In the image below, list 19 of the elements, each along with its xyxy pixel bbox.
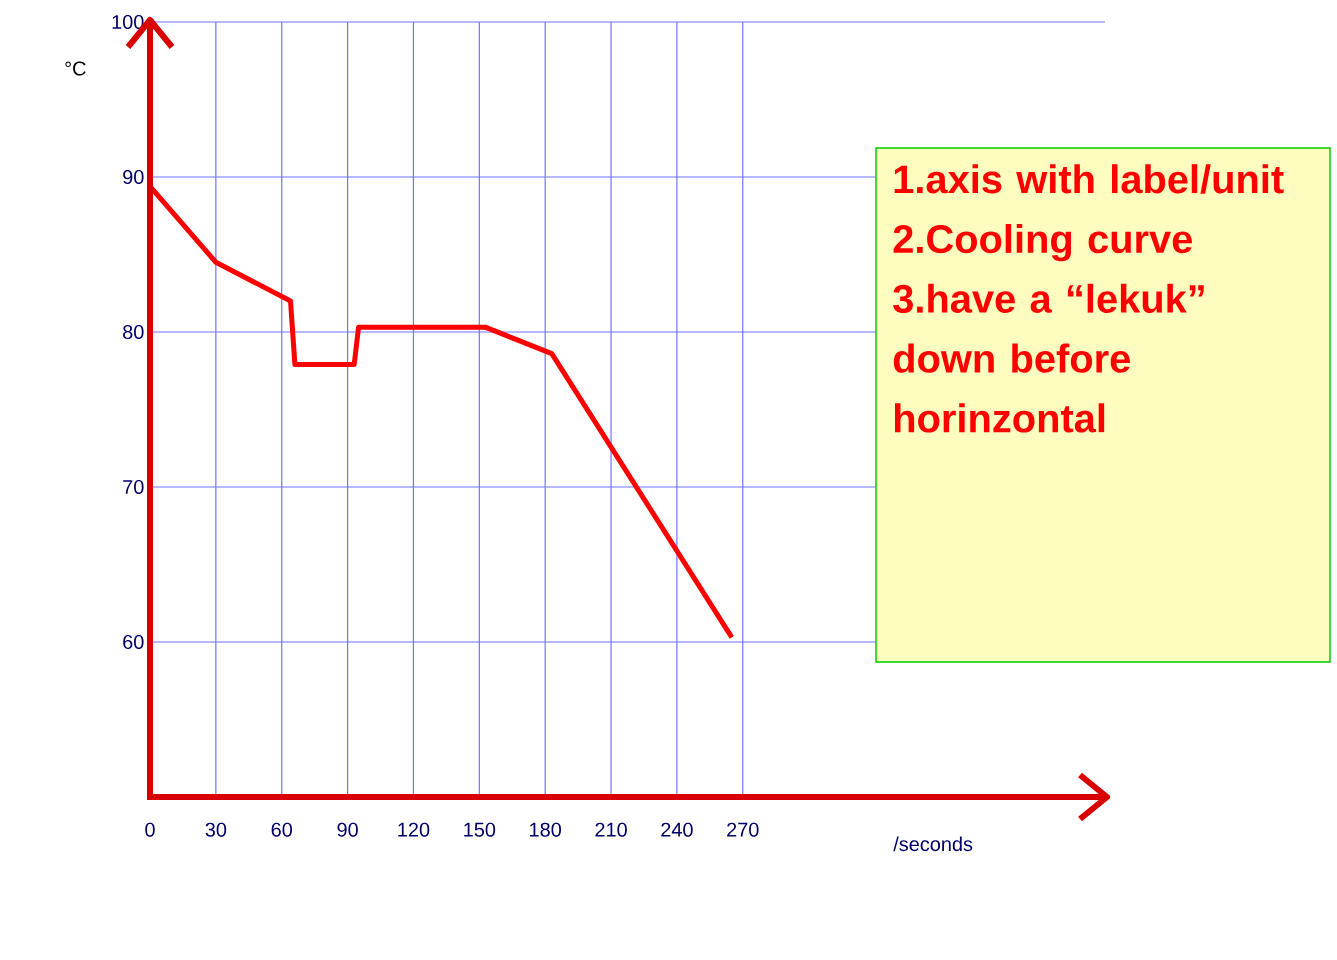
- y-tick-label: 60: [123, 634, 144, 650]
- x-tick-label: 180: [530, 822, 562, 837]
- x-tick-label: 30: [205, 822, 227, 837]
- annotation: 2.Cooling curve: [893, 223, 1192, 262]
- x-tick-label: 90: [337, 822, 358, 837]
- annotation: 3.have a “lekuk” down before horinzontal: [893, 283, 1204, 433]
- annotation: 1.axis with label/unit: [894, 164, 1284, 194]
- x-tick-label: 150: [464, 822, 496, 837]
- y-axis-title: °C: [65, 61, 86, 76]
- x-tick-label: 270: [727, 822, 759, 837]
- x-axis-title: /seconds: [893, 836, 973, 852]
- x-tick-label: 240: [661, 822, 693, 837]
- x-tick-label: 0: [145, 822, 155, 837]
- x-tick-label: 60: [271, 822, 293, 837]
- y-tick-label: 90: [123, 169, 144, 185]
- y-tick-label: 70: [123, 479, 144, 495]
- x-tick-label: 120: [398, 822, 430, 837]
- x-tick-label: 210: [595, 822, 627, 837]
- y-tick-label: 80: [123, 324, 144, 340]
